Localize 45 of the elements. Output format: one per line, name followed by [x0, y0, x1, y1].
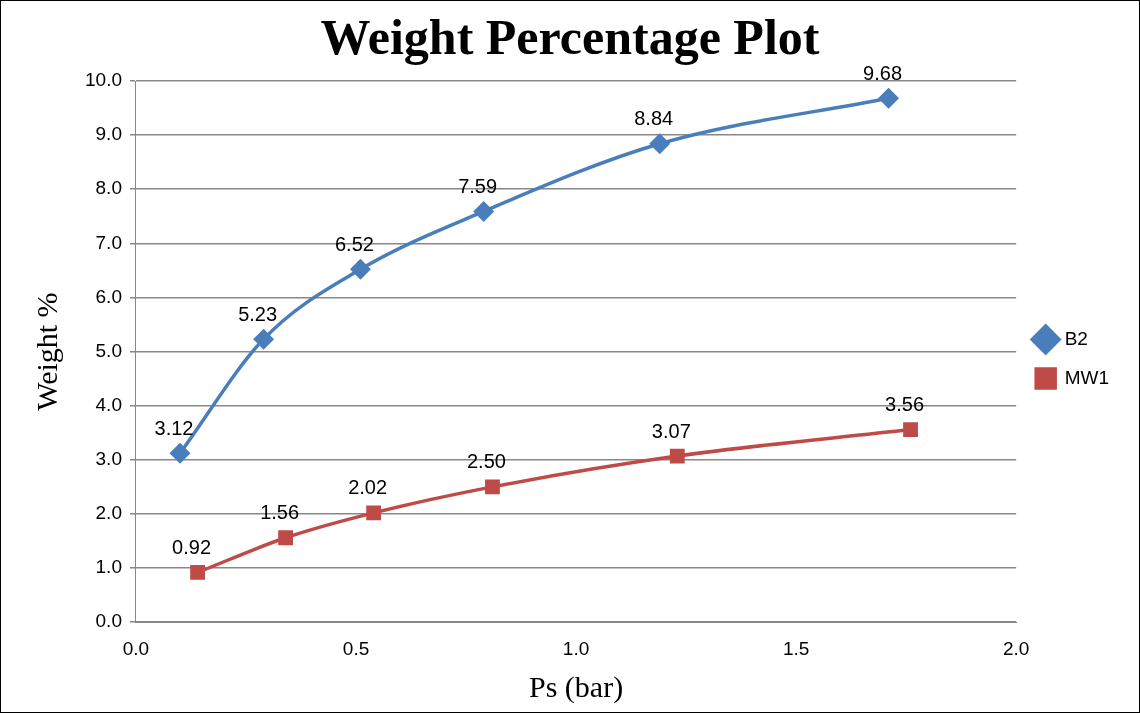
data-label: 8.84 [634, 107, 674, 130]
x-tick-label: 0.0 [122, 637, 150, 659]
y-tick-label: 0.0 [95, 610, 122, 632]
y-tick-label: 7.0 [95, 231, 122, 253]
legend-label: MW1 [1064, 366, 1109, 388]
data-label: 3.56 [885, 393, 925, 416]
point [170, 443, 190, 464]
data-label: 3.07 [651, 419, 691, 442]
y-tick-label: 4.0 [95, 393, 122, 415]
data-label: 9.68 [863, 61, 903, 84]
chart-title: Weight Percentage Plot [320, 8, 820, 65]
data-label: 3.12 [154, 416, 194, 439]
point [190, 565, 205, 580]
data-label: 1.56 [260, 501, 300, 524]
y-tick-label: 5.0 [95, 339, 122, 361]
point [903, 422, 918, 437]
point [485, 479, 500, 495]
point [253, 329, 274, 349]
y-tick-label: 8.0 [95, 177, 122, 199]
y-tick-label: 3.0 [95, 448, 122, 470]
data-label: 2.02 [348, 476, 388, 499]
point [350, 259, 371, 280]
y-axis-title: Weight % [29, 292, 63, 411]
data-label: 6.52 [334, 232, 374, 255]
x-tick-label: 2.0 [1002, 637, 1030, 659]
point [278, 530, 294, 546]
y-tick-label: 1.0 [95, 556, 122, 578]
y-tick-label: 9.0 [95, 123, 122, 145]
point [473, 201, 494, 222]
legend-label: B2 [1064, 327, 1088, 349]
x-axis-title: Ps (bar) [529, 669, 624, 704]
data-label: 5.23 [238, 302, 278, 325]
point [669, 448, 685, 464]
data-label: 7.59 [458, 174, 498, 197]
x-tick-label: 1.5 [782, 637, 810, 659]
y-tick-label: 2.0 [95, 502, 122, 524]
y-tick-label: 6.0 [95, 285, 122, 307]
x-tick-label: 0.5 [342, 637, 370, 659]
data-label: 0.92 [172, 535, 212, 558]
y-tick-label: 10.0 [85, 69, 122, 91]
point [366, 505, 382, 521]
point [878, 88, 899, 109]
data-label: 2.50 [466, 450, 506, 473]
point [649, 134, 670, 154]
x-tick-label: 1.0 [562, 637, 590, 659]
